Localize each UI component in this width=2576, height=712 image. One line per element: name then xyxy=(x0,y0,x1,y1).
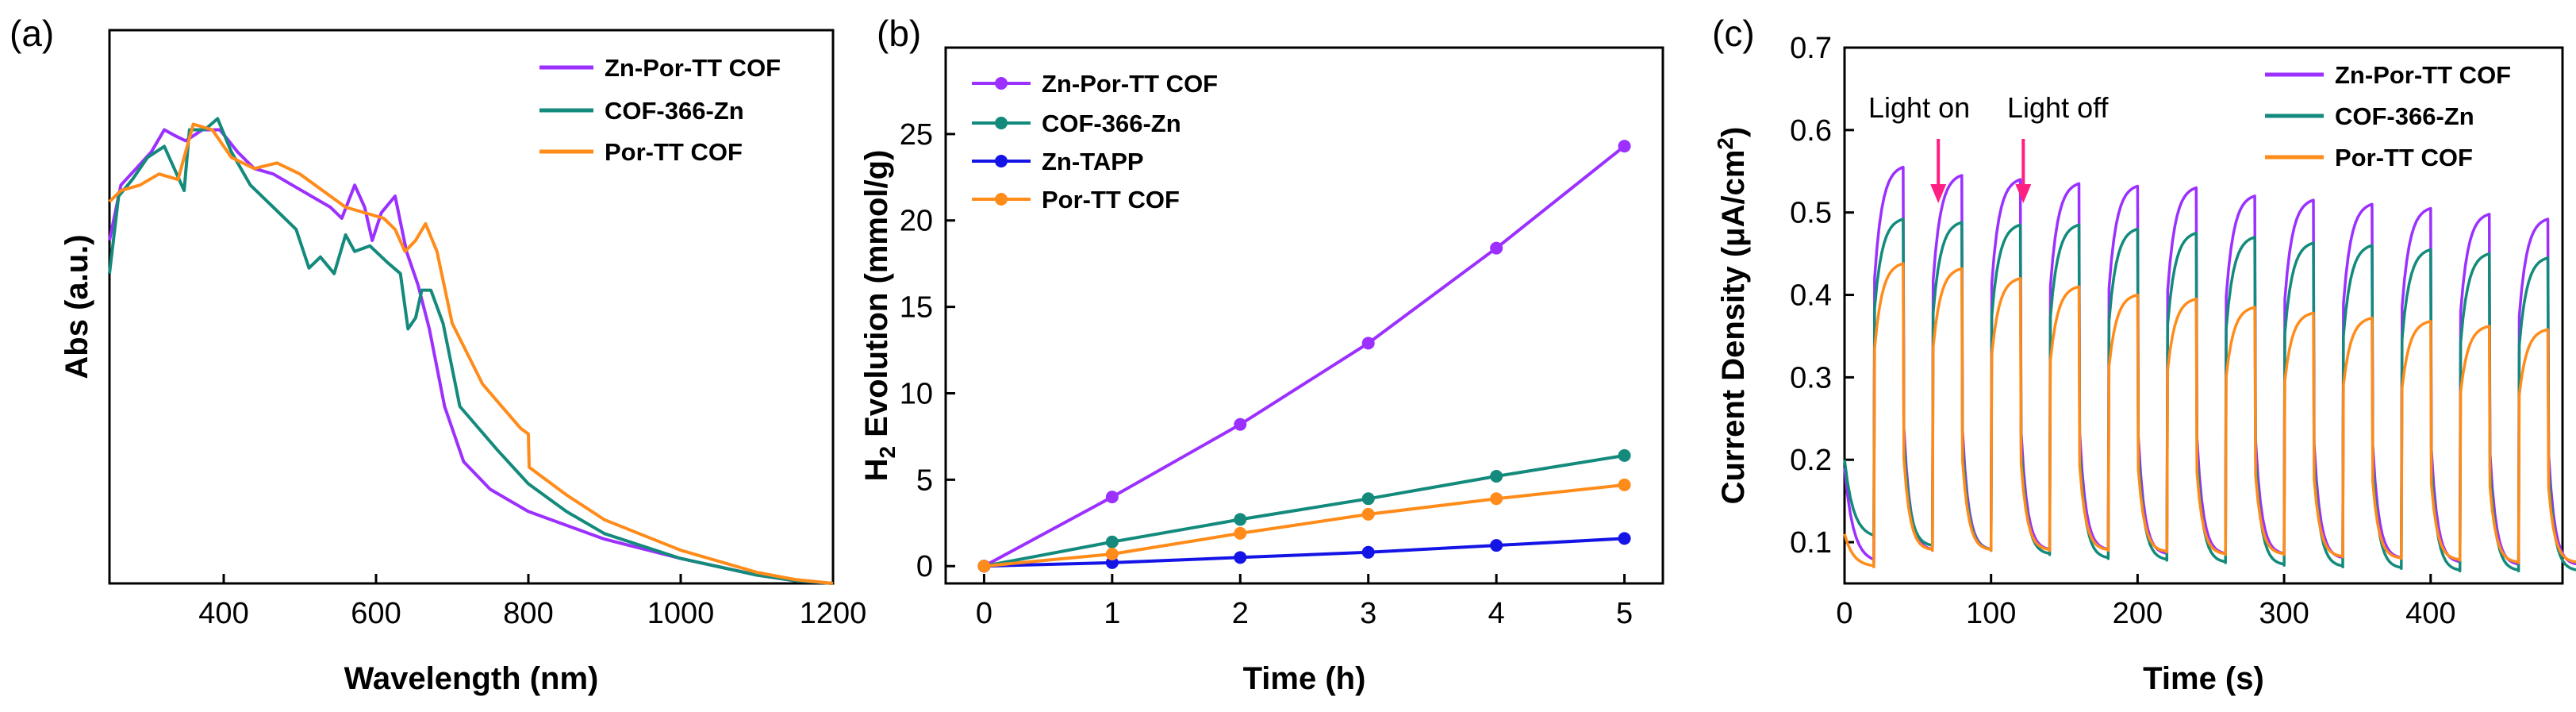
x-tick-label-b: 3 xyxy=(1360,597,1376,630)
legend-label-a-1: COF-366-Zn xyxy=(605,97,744,125)
data-point-b-3 xyxy=(1361,507,1375,521)
y-tick-label-b: 20 xyxy=(900,205,933,238)
y-axis-label-c-end: ) xyxy=(1716,127,1751,137)
panel-label-a: (a) xyxy=(10,13,54,54)
y-tick-label-c: 0.7 xyxy=(1790,32,1832,65)
data-point-b-1 xyxy=(1618,448,1631,462)
series-line-b-2 xyxy=(984,537,1625,568)
data-point-b-0 xyxy=(1618,140,1631,153)
series-line-a-1 xyxy=(108,117,834,585)
legend-label-a-2: Por-TT COF xyxy=(605,138,743,166)
plot-frame-b xyxy=(944,46,1664,585)
x-axis-label-b: Time (h) xyxy=(1243,661,1366,696)
series-line-c-2 xyxy=(1843,262,2576,568)
y-axis-label-b-main: H xyxy=(859,459,894,482)
x-tick-label-b: 2 xyxy=(1232,597,1249,630)
plot-frame-c xyxy=(1843,46,2564,585)
y-axis-label-c: Current Density (μA/cm2) xyxy=(1713,127,1751,505)
y-tick-label-c: 0.4 xyxy=(1790,279,1832,313)
data-point-b-2 xyxy=(1490,539,1503,552)
y-tick-label-c: 0.5 xyxy=(1790,197,1832,230)
data-point-b-0 xyxy=(1234,418,1247,431)
panel-c: (c) 0 100 200 300 400 0.1 0.2 0.3 0.4 0.5 0.6 0.7 Tim… xyxy=(1712,13,2576,696)
y-tick-label-c: 0.2 xyxy=(1790,444,1832,477)
legend-marker-b-2 xyxy=(995,155,1008,167)
x-tick-label-a: 600 xyxy=(351,597,401,630)
data-point-b-1 xyxy=(1234,513,1247,526)
y-tick-label-b: 5 xyxy=(916,464,933,497)
arrow-head-1 xyxy=(2015,184,2032,203)
y-axis-label-c-sup: 2 xyxy=(1713,137,1737,150)
legend-label-c-0: Zn-Por-TT COF xyxy=(2335,61,2511,89)
data-point-b-0 xyxy=(1490,241,1503,255)
x-tick-label-c: 300 xyxy=(2259,597,2309,630)
x-tick-label-c: 200 xyxy=(2113,597,2163,630)
legend-label-c-2: Por-TT COF xyxy=(2335,144,2473,171)
x-tick-label-a: 1000 xyxy=(647,597,715,630)
y-tick-label-c: 0.6 xyxy=(1790,114,1832,148)
data-point-b-3 xyxy=(1490,492,1503,506)
series-line-b-1 xyxy=(984,453,1625,568)
panel-label-b: (b) xyxy=(877,13,921,54)
x-tick-label-b: 1 xyxy=(1104,597,1120,630)
arrow-head-0 xyxy=(1930,184,1947,203)
series-line-a-2 xyxy=(108,122,834,585)
y-tick-label-c: 0.3 xyxy=(1790,361,1832,394)
series-line-b-3 xyxy=(984,483,1625,568)
y-axis-label-b: H2 Evolution (mmol/g) xyxy=(859,150,900,482)
annotation-light-on: Light on xyxy=(1868,91,1970,124)
y-tick-label-b: 25 xyxy=(900,118,933,152)
data-point-b-3 xyxy=(1618,478,1631,491)
series-line-a-0 xyxy=(108,128,834,585)
plot-frame-a xyxy=(108,29,835,585)
data-point-b-1 xyxy=(1361,492,1375,506)
legend-marker-b-0 xyxy=(995,77,1008,90)
x-axis-label-c: Time (s) xyxy=(2143,661,2264,696)
x-tick-label-b: 0 xyxy=(976,597,992,630)
legend-label-a-0: Zn-Por-TT COF xyxy=(605,54,781,82)
data-point-b-3 xyxy=(1234,526,1247,540)
x-tick-label-b: 5 xyxy=(1616,597,1633,630)
x-tick-label-a: 800 xyxy=(503,597,553,630)
legend-label-b-3: Por-TT COF xyxy=(1042,186,1180,214)
data-point-b-0 xyxy=(1361,337,1375,350)
y-tick-label-b: 10 xyxy=(900,377,933,410)
y-axis-label-b-rest: Evolution (mmol/g) xyxy=(859,150,894,446)
x-tick-label-c: 0 xyxy=(1836,597,1852,630)
data-point-b-2 xyxy=(1234,551,1247,564)
x-tick-label-c: 400 xyxy=(2405,597,2455,630)
panel-label-c: (c) xyxy=(1712,13,1755,54)
data-point-b-0 xyxy=(1105,491,1119,504)
data-point-b-2 xyxy=(1618,532,1631,545)
legend-label-c-1: COF-366-Zn xyxy=(2335,102,2474,130)
data-point-b-1 xyxy=(1490,470,1503,483)
y-axis-label-a: Abs (a.u.) xyxy=(60,234,94,379)
legend-marker-b-3 xyxy=(995,193,1008,206)
x-tick-label-a: 400 xyxy=(198,597,248,630)
data-point-b-3 xyxy=(1105,547,1119,560)
series-line-b-0 xyxy=(983,144,1626,568)
x-tick-label-b: 4 xyxy=(1488,597,1505,630)
x-tick-label-c: 100 xyxy=(1966,597,2016,630)
legend-label-b-2: Zn-TAPP xyxy=(1042,148,1144,175)
data-point-b-3 xyxy=(977,560,991,573)
legend-marker-b-1 xyxy=(995,117,1008,129)
x-axis-label-a: Wavelength (nm) xyxy=(344,661,599,696)
legend-label-b-1: COF-366-Zn xyxy=(1042,110,1181,137)
y-tick-label-b: 0 xyxy=(916,550,933,583)
data-point-b-2 xyxy=(1361,545,1375,559)
legend-label-b-0: Zn-Por-TT COF xyxy=(1042,70,1218,98)
panel-a: (a) 400 600 800 1000 1200 Wavelength (nm) Abs (… xyxy=(10,13,866,696)
y-axis-label-c-main: Current Density (μA/cm xyxy=(1716,150,1751,505)
y-tick-label-b: 15 xyxy=(900,291,933,325)
y-axis-label-b-sub: 2 xyxy=(875,446,900,459)
y-tick-label-c: 0.1 xyxy=(1790,526,1832,560)
annotation-light-off: Light off xyxy=(2007,91,2109,124)
data-point-b-1 xyxy=(1105,535,1119,548)
x-tick-label-a: 1200 xyxy=(800,597,867,630)
